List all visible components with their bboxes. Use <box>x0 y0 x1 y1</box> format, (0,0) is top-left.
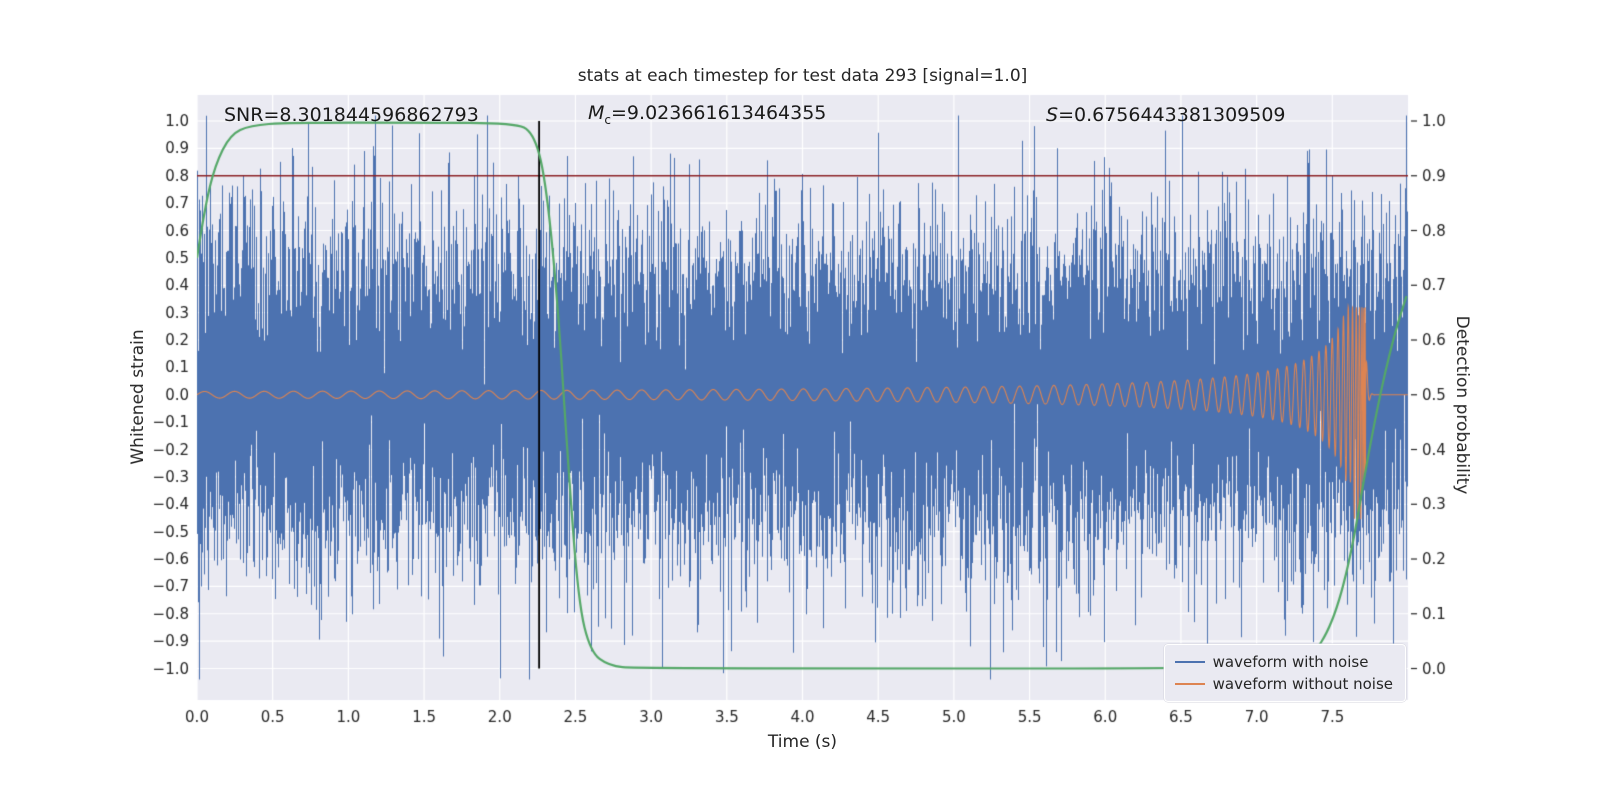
legend-item: waveform with noise <box>1174 651 1393 673</box>
legend-line-swatch <box>1174 661 1205 663</box>
chirp-mass-subscript: c <box>604 112 612 127</box>
x-axis-label: Time (s) <box>767 732 838 752</box>
chirp-mass-value: =9.023661613464355 <box>611 102 827 124</box>
left-axis-label: Whitened strain <box>128 329 148 465</box>
right-axis-label: Detection probability <box>1452 315 1472 495</box>
s-symbol: S <box>1046 104 1059 126</box>
chart-title: stats at each timestep for test data 293… <box>577 66 1028 86</box>
legend-line-swatch <box>1174 683 1205 685</box>
chirp-mass-symbol: M <box>588 102 605 124</box>
legend-label: waveform with noise <box>1212 653 1369 671</box>
s-annotation: S=0.6756443381309509 <box>1046 104 1286 126</box>
legend-item: waveform without noise <box>1174 673 1393 695</box>
legend-label: waveform without noise <box>1212 675 1393 693</box>
snr-annotation: SNR=8.301844596862793 <box>224 104 479 126</box>
chirp-mass-annotation: Mc=9.023661613464355 <box>588 102 826 127</box>
s-value: =0.6756443381309509 <box>1058 104 1286 126</box>
legend: waveform with noise waveform without nois… <box>1163 644 1406 702</box>
